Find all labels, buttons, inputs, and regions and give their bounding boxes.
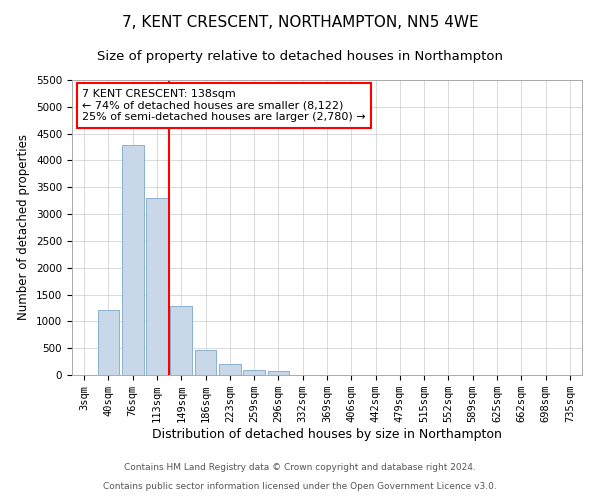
Text: 7 KENT CRESCENT: 138sqm
← 74% of detached houses are smaller (8,122)
25% of semi: 7 KENT CRESCENT: 138sqm ← 74% of detache… — [82, 89, 366, 122]
Bar — [146, 198, 168, 375]
Bar — [268, 371, 289, 375]
Text: 7, KENT CRESCENT, NORTHAMPTON, NN5 4WE: 7, KENT CRESCENT, NORTHAMPTON, NN5 4WE — [122, 15, 478, 30]
Bar — [219, 364, 241, 375]
Bar — [170, 306, 192, 375]
X-axis label: Distribution of detached houses by size in Northampton: Distribution of detached houses by size … — [152, 428, 502, 441]
Text: Contains HM Land Registry data © Crown copyright and database right 2024.: Contains HM Land Registry data © Crown c… — [124, 464, 476, 472]
Text: Size of property relative to detached houses in Northampton: Size of property relative to detached ho… — [97, 50, 503, 63]
Bar — [122, 146, 143, 375]
Y-axis label: Number of detached properties: Number of detached properties — [17, 134, 31, 320]
Bar — [97, 310, 119, 375]
Text: Contains public sector information licensed under the Open Government Licence v3: Contains public sector information licen… — [103, 482, 497, 491]
Bar — [194, 350, 217, 375]
Bar — [243, 370, 265, 375]
